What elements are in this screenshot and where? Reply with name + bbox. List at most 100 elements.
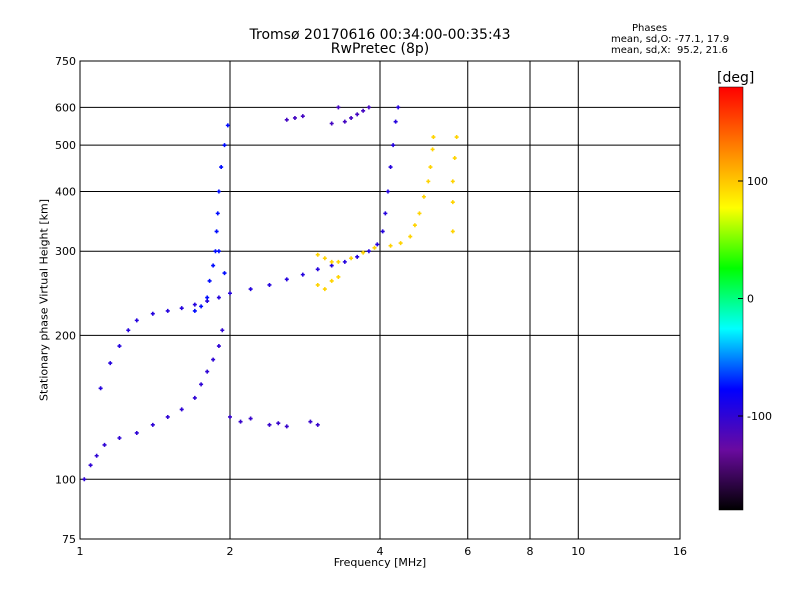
data-point xyxy=(430,147,435,152)
data-point xyxy=(192,302,197,307)
data-point xyxy=(412,223,417,228)
data-point xyxy=(342,119,347,124)
x-tick-label: 1 xyxy=(77,545,84,558)
data-point xyxy=(165,414,170,419)
data-point xyxy=(228,414,232,419)
data-point xyxy=(336,105,341,110)
data-point xyxy=(452,156,457,161)
data-point xyxy=(267,422,272,427)
data-point xyxy=(248,287,253,292)
data-point xyxy=(372,245,377,250)
data-point xyxy=(248,416,253,421)
data-point xyxy=(450,200,455,205)
data-point xyxy=(150,311,155,316)
data-point xyxy=(454,135,459,140)
colorbar-tick-label: -100 xyxy=(747,410,772,423)
data-point xyxy=(220,328,225,333)
data-point xyxy=(428,165,433,170)
data-point xyxy=(315,282,320,287)
y-tick-label: 600 xyxy=(55,101,76,114)
data-point xyxy=(108,361,113,366)
data-point xyxy=(199,382,204,387)
y-tick-label: 750 xyxy=(55,55,76,68)
data-point xyxy=(216,295,221,300)
data-point xyxy=(225,123,230,128)
data-point xyxy=(383,211,388,216)
data-point xyxy=(88,463,93,468)
data-point xyxy=(94,453,99,458)
data-point xyxy=(102,442,107,447)
data-point xyxy=(388,243,393,248)
data-point xyxy=(329,259,334,264)
data-point xyxy=(329,263,334,268)
data-point xyxy=(322,256,327,261)
x-tick-label: 2 xyxy=(227,545,234,558)
data-point xyxy=(315,422,320,427)
data-point xyxy=(315,252,320,257)
data-point xyxy=(355,112,360,117)
data-point xyxy=(315,267,320,272)
data-point xyxy=(205,299,210,304)
data-point xyxy=(450,229,455,234)
data-point xyxy=(215,211,220,216)
data-point xyxy=(417,211,422,216)
data-point xyxy=(192,395,197,400)
y-tick-label: 500 xyxy=(55,139,76,152)
data-point xyxy=(213,249,218,254)
data-point xyxy=(421,194,426,199)
data-point xyxy=(228,291,232,296)
data-point xyxy=(388,165,393,170)
data-point xyxy=(398,241,403,246)
data-point xyxy=(205,295,210,300)
data-point xyxy=(199,304,204,309)
data-point xyxy=(179,306,184,311)
data-point xyxy=(207,278,212,283)
data-point xyxy=(342,259,347,264)
data-point xyxy=(214,229,219,234)
data-point xyxy=(165,308,170,313)
data-point xyxy=(329,121,334,126)
stats-heading: Phases xyxy=(632,23,668,34)
data-point xyxy=(329,278,334,283)
data-point xyxy=(216,344,221,349)
data-point xyxy=(134,430,139,435)
colorbar-tick-label: 0 xyxy=(747,293,754,306)
data-point xyxy=(222,143,227,148)
data-point xyxy=(222,271,227,276)
data-point xyxy=(366,105,371,110)
data-point xyxy=(117,344,122,349)
data-point xyxy=(336,274,341,279)
data-point xyxy=(349,256,354,261)
data-point xyxy=(126,328,131,333)
x-tick-label: 8 xyxy=(527,545,534,558)
data-point xyxy=(192,308,197,313)
data-point xyxy=(391,143,396,148)
data-point xyxy=(211,357,216,362)
data-point xyxy=(284,277,289,282)
data-point xyxy=(308,419,313,424)
colorbar-tick-label: 100 xyxy=(747,175,768,188)
chart-subtitle: RwPretec (8p) xyxy=(330,41,430,57)
x-axis-title: Frequency [MHz] xyxy=(333,556,427,569)
data-point xyxy=(292,115,297,120)
data-point xyxy=(336,259,341,264)
data-point xyxy=(431,135,436,140)
data-point xyxy=(284,424,289,429)
x-tick-label: 4 xyxy=(377,545,384,558)
y-tick-label: 75 xyxy=(62,533,76,546)
data-point xyxy=(117,435,122,440)
data-point xyxy=(366,249,371,254)
data-point xyxy=(98,386,103,391)
data-point xyxy=(179,407,184,412)
data-point xyxy=(300,272,305,277)
data-point xyxy=(408,234,413,239)
chart-title: Tromsø 20170616 00:34:00-00:35:43 xyxy=(249,27,511,43)
data-point xyxy=(238,419,243,424)
data-point xyxy=(385,189,390,194)
y-tick-label: 100 xyxy=(55,473,76,486)
data-point xyxy=(134,318,139,323)
data-point xyxy=(361,250,366,255)
data-point xyxy=(300,114,305,119)
data-point xyxy=(211,263,216,268)
